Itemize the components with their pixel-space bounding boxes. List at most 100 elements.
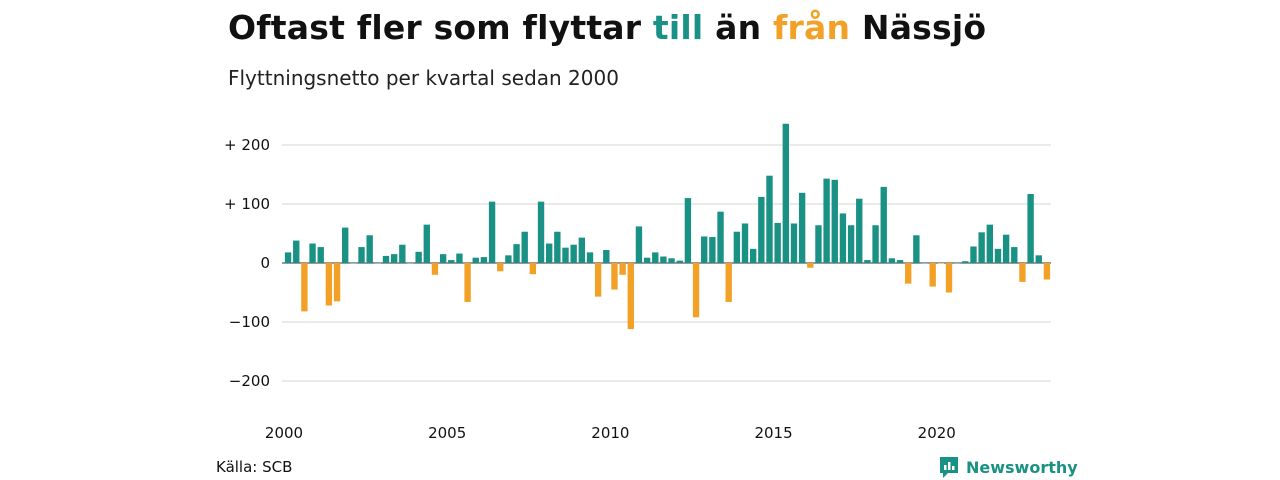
y-tick-label: −100 xyxy=(229,313,270,331)
bar xyxy=(350,263,357,264)
bar xyxy=(684,198,692,263)
bar xyxy=(333,263,341,302)
bar xyxy=(603,250,610,263)
bar xyxy=(994,248,1002,263)
bar xyxy=(717,211,724,263)
title-part-2: än xyxy=(703,8,773,47)
bar xyxy=(382,255,390,263)
bar xyxy=(986,224,993,263)
bar xyxy=(807,263,814,268)
bar xyxy=(619,263,626,275)
bar xyxy=(497,263,504,272)
title-fran: från xyxy=(772,8,851,47)
bar xyxy=(872,225,879,263)
bar xyxy=(880,186,887,263)
bar xyxy=(864,260,871,263)
brand-name: Newsworthy xyxy=(966,457,1078,477)
y-tick-label: −200 xyxy=(229,372,270,390)
chart-subtitle: Flyttningsnetto per kvartal sedan 2000 xyxy=(228,66,619,90)
bar xyxy=(1035,255,1042,263)
y-tick-label: + 100 xyxy=(224,195,270,213)
bar xyxy=(774,222,781,263)
x-tick-label: 2005 xyxy=(428,424,466,442)
bar xyxy=(284,252,292,263)
bar xyxy=(945,263,953,293)
bar xyxy=(733,231,741,263)
bar xyxy=(521,231,528,263)
bar-chart: + 200 + 100 0 −100 −200 2000 2005 2010 2015 2020 xyxy=(224,123,1051,442)
bar xyxy=(407,263,414,264)
bar xyxy=(366,235,373,263)
bar xyxy=(627,263,634,330)
bar xyxy=(962,261,969,263)
bar xyxy=(374,263,382,264)
bar xyxy=(301,263,308,312)
bar xyxy=(953,263,961,264)
bar xyxy=(342,227,349,263)
bar xyxy=(929,263,936,287)
bar xyxy=(513,244,520,263)
source-note: Källa: SCB xyxy=(216,458,293,476)
bar xyxy=(660,256,667,263)
bar xyxy=(635,226,643,263)
bar xyxy=(668,258,675,263)
bar xyxy=(888,258,896,263)
bar xyxy=(439,254,447,263)
bar xyxy=(293,240,300,263)
bar xyxy=(725,263,732,302)
bar xyxy=(611,263,618,290)
x-tick-label: 2020 xyxy=(918,424,956,442)
bar xyxy=(839,213,847,263)
bar xyxy=(790,223,798,263)
bar xyxy=(431,263,439,275)
bar xyxy=(448,260,455,263)
bar xyxy=(741,223,749,263)
bar xyxy=(847,225,855,263)
bar xyxy=(464,263,471,302)
bar xyxy=(488,201,496,263)
bar xyxy=(798,192,806,263)
bar xyxy=(570,244,577,263)
bar xyxy=(1011,247,1018,263)
bar xyxy=(578,237,586,263)
bar xyxy=(782,123,789,263)
bar xyxy=(399,244,406,263)
bar xyxy=(505,255,512,263)
bar xyxy=(970,246,977,263)
chart-title: Oftast fler som flyttar till än från Näs… xyxy=(228,8,986,47)
title-part-1: Oftast fler som flyttar xyxy=(228,8,653,47)
bar xyxy=(905,263,912,284)
bar xyxy=(325,263,333,306)
bar xyxy=(676,260,683,263)
bar xyxy=(537,201,545,263)
x-tick-label: 2000 xyxy=(265,424,303,442)
bar xyxy=(1043,263,1051,280)
bar xyxy=(652,252,659,263)
bar xyxy=(896,260,904,263)
bar xyxy=(529,263,537,275)
brand-logo[interactable]: Newsworthy xyxy=(938,455,1078,479)
bar xyxy=(309,243,316,263)
bar xyxy=(415,251,422,263)
y-tick-label: 0 xyxy=(260,254,270,272)
bar xyxy=(692,263,700,318)
bar xyxy=(815,225,822,263)
bar xyxy=(766,175,773,263)
bar xyxy=(586,252,594,263)
bar xyxy=(456,253,463,263)
bar xyxy=(937,263,945,264)
bar xyxy=(831,179,838,263)
bar xyxy=(701,236,708,263)
bar xyxy=(562,247,569,263)
bar xyxy=(472,257,479,263)
bar xyxy=(709,237,716,263)
title-part-3: Nässjö xyxy=(850,8,987,47)
bar xyxy=(554,231,561,263)
bar xyxy=(317,247,324,263)
bar xyxy=(390,254,398,263)
bar xyxy=(913,235,920,263)
bar xyxy=(643,257,651,263)
bar xyxy=(594,263,602,297)
bar xyxy=(480,257,488,263)
bar xyxy=(921,263,928,264)
